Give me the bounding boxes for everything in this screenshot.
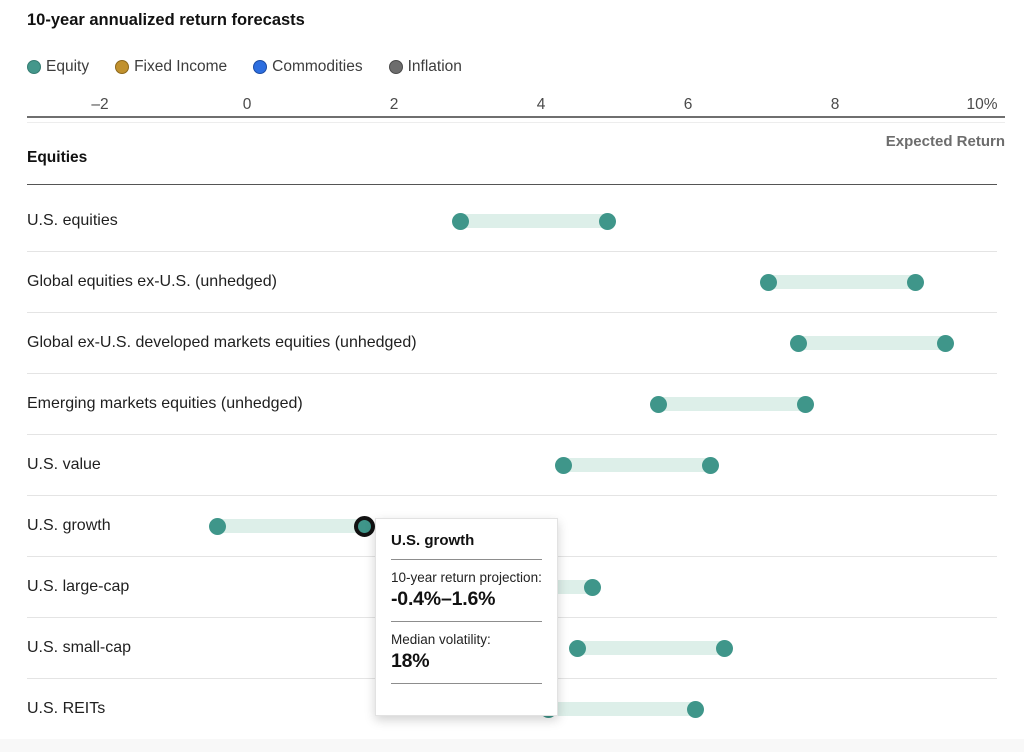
range-bar: [577, 641, 725, 655]
axis-tick-label: 6: [683, 96, 693, 113]
row-label: U.S. value: [27, 456, 101, 473]
legend-label: Equity: [46, 58, 90, 75]
range-bar: [658, 397, 806, 411]
tooltip-divider: [391, 559, 542, 560]
chart-legend: Equity Fixed Income Commodities Inflation: [27, 58, 462, 76]
tooltip-volatility-label: Median volatility:: [391, 632, 491, 647]
table-row: U.S. value: [0, 435, 1024, 496]
row-label: U.S. equities: [27, 212, 118, 229]
range-dot[interactable]: [554, 456, 572, 474]
axis-tick-label: 4: [536, 96, 546, 113]
legend-item-commodities[interactable]: Commodities: [253, 58, 363, 76]
range-dot[interactable]: [797, 395, 815, 413]
legend-label: Fixed Income: [134, 58, 228, 75]
row-label: U.S. growth: [27, 517, 111, 534]
table-row: U.S. equities: [0, 191, 1024, 252]
row-divider: [27, 372, 997, 374]
range-bar: [460, 214, 608, 228]
range-dot[interactable]: [701, 456, 719, 474]
range-dot[interactable]: [583, 578, 601, 596]
range-dot[interactable]: [209, 517, 227, 535]
axis-tick-label: 2: [389, 96, 399, 113]
table-row: Emerging markets equities (unhedged): [0, 374, 1024, 435]
row-label: Global ex-U.S. developed markets equitie…: [27, 334, 417, 351]
tooltip-volatility-value: 18%: [391, 650, 430, 672]
legend-item-inflation[interactable]: Inflation: [388, 58, 462, 76]
legend-item-equity[interactable]: Equity: [27, 58, 89, 76]
range-bar: [563, 458, 711, 472]
section-divider: [27, 184, 997, 185]
tooltip-us-growth: U.S. growth 10-year return projection: -…: [375, 518, 558, 716]
range-dot[interactable]: [936, 334, 954, 352]
chart-title: 10-year annualized return forecasts: [27, 11, 305, 29]
tooltip-divider: [391, 683, 542, 684]
range-dot[interactable]: [907, 273, 925, 291]
row-label: U.S. REITs: [27, 700, 106, 717]
row-label: Global equities ex-U.S. (unhedged): [27, 273, 277, 290]
range-dot[interactable]: [451, 212, 469, 230]
axis-tick-label: 8: [830, 96, 840, 113]
range-dot[interactable]: [789, 334, 807, 352]
table-row: Global ex-U.S. developed markets equitie…: [0, 313, 1024, 374]
legend-swatch-icon: [253, 60, 268, 74]
tooltip-title: U.S. growth: [391, 532, 475, 549]
range-dot[interactable]: [598, 212, 616, 230]
axis-label-expected-return: Expected Return: [885, 133, 1005, 150]
legend-item-fixed-income[interactable]: Fixed Income: [115, 58, 227, 76]
row-label: Emerging markets equities (unhedged): [27, 395, 303, 412]
range-bar: [768, 275, 916, 289]
axis-line: [27, 116, 1005, 118]
bottom-strip: [0, 739, 1024, 752]
axis-tick-label: –2: [91, 96, 109, 113]
axis-tick-label: 0: [242, 96, 252, 113]
legend-swatch-icon: [115, 60, 130, 74]
range-dot[interactable]: [760, 273, 778, 291]
legend-label: Inflation: [407, 58, 462, 75]
range-bar: [548, 702, 696, 716]
legend-label: Commodities: [272, 58, 363, 75]
axis-line-soft: [27, 122, 1005, 123]
row-divider: [27, 494, 997, 496]
row-divider: [27, 250, 997, 252]
range-dot[interactable]: [569, 639, 587, 657]
table-row: U.S. small-cap: [0, 618, 1024, 679]
range-bar: [798, 336, 946, 350]
tooltip-projection-value: -0.4%–1.6%: [391, 588, 496, 610]
tooltip-divider: [391, 621, 542, 622]
range-dot-highlighted[interactable]: [354, 515, 376, 537]
range-dot[interactable]: [686, 700, 704, 718]
range-dot[interactable]: [650, 395, 668, 413]
legend-swatch-icon: [388, 60, 403, 74]
range-dot[interactable]: [716, 639, 734, 657]
section-header-equities: Equities: [27, 149, 88, 166]
legend-swatch-icon: [27, 60, 41, 74]
row-label: U.S. small-cap: [27, 639, 132, 656]
axis-tick-label: 10%: [966, 96, 998, 113]
tooltip-projection-label: 10-year return projection:: [391, 570, 542, 585]
range-bar: [217, 519, 365, 533]
row-label: U.S. large-cap: [27, 578, 130, 595]
row-divider: [27, 433, 997, 435]
row-divider: [27, 311, 997, 313]
table-row: Global equities ex-U.S. (unhedged): [0, 252, 1024, 313]
